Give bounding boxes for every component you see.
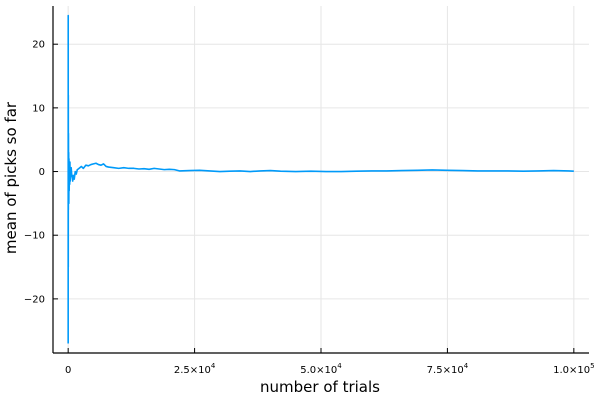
y-tick-label-1: 10 — [32, 103, 45, 114]
x-tick-exponent-4: 5 — [590, 362, 594, 370]
x-tick-exponent-2: 4 — [337, 362, 342, 370]
series-line-0 — [67, 14, 574, 344]
x-axis-label: number of trials — [260, 378, 380, 396]
series-layer — [67, 14, 574, 344]
y-tick-label-4: −20 — [24, 294, 45, 305]
x-tick-label-3: 7.5×104 — [427, 362, 469, 376]
x-tick-label-0: 0 — [65, 365, 71, 376]
x-tick-exponent-3: 4 — [464, 362, 469, 370]
x-tick-label-2: 5.0×104 — [300, 362, 342, 376]
y-tick-label-2: 0 — [39, 167, 45, 178]
grid — [53, 6, 589, 353]
x-tick-exponent-1: 4 — [211, 362, 216, 370]
tick-labels: 0 2.5×104 5.0×104 7.5×104 1.0×105 20 10 0 −10 −20 — [24, 40, 595, 376]
x-tick-label-4: 1.0×105 — [553, 362, 594, 376]
y-axis-label: mean of picks so far — [2, 101, 20, 254]
y-tick-label-0: 20 — [32, 40, 45, 51]
y-tick-label-3: −10 — [24, 231, 45, 242]
axes — [52, 6, 589, 354]
x-tick-label-1: 2.5×104 — [174, 362, 216, 376]
